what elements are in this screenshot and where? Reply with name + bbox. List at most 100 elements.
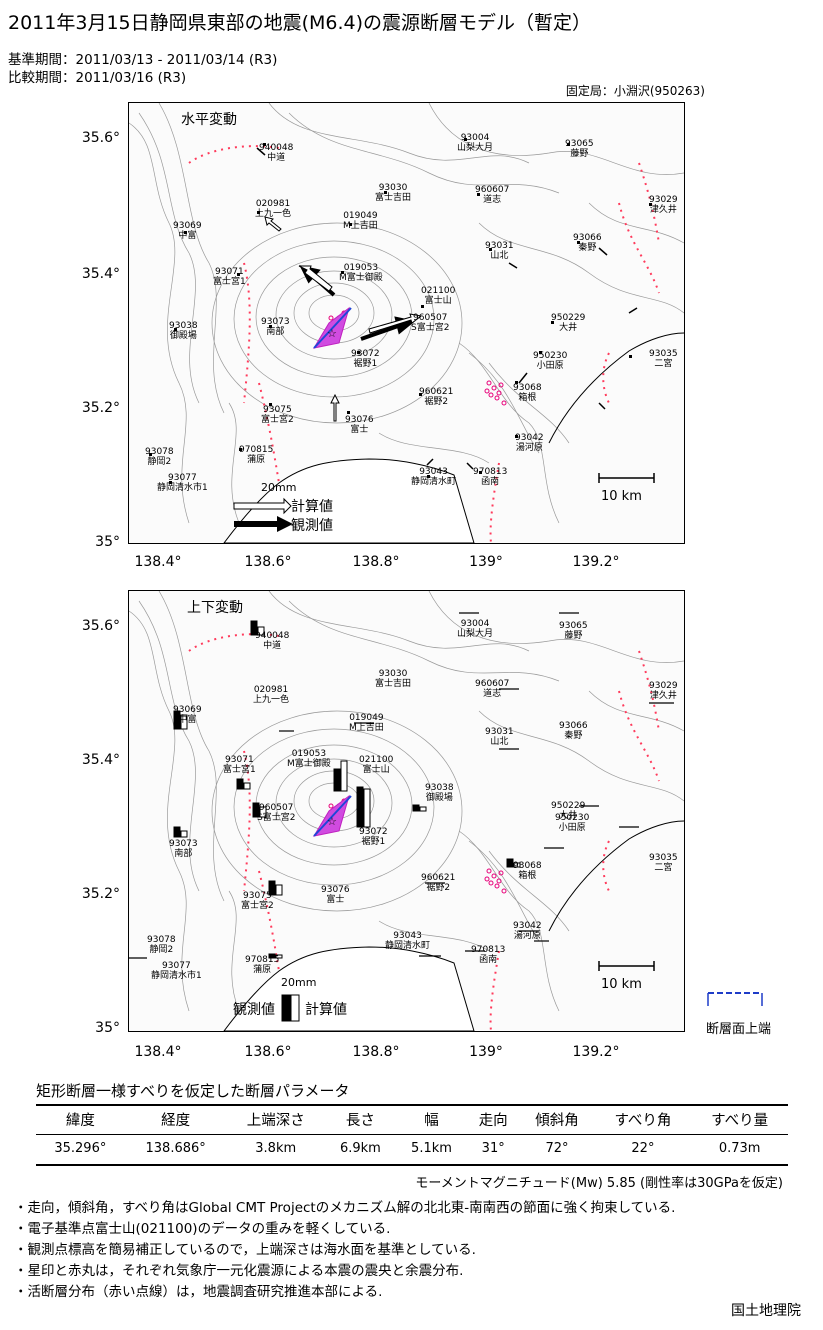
station-label: 93075 富士宮2 [241,891,274,911]
station-code: 93035 [649,349,678,359]
station-code: 020981 [255,199,291,209]
station-name: 湯河原 [515,443,543,453]
station-code: 021100 [359,755,394,765]
station-name: 湯河原 [513,931,541,941]
station-name: 函南 [481,477,500,487]
station-code: 93069 [173,221,202,231]
lat-label: 35° [95,1020,120,1036]
station-label: 93078 静岡2 [145,447,174,467]
station-code: 93065 [559,621,588,631]
station-name: 山北 [490,251,509,261]
fixed-station: 固定局：小淵沢(950263) [565,84,705,98]
station-code: 970813 [471,945,506,955]
station-name: 津久井 [649,691,677,701]
station-name: 南部 [266,327,285,337]
param-header: 長さ [324,1104,396,1135]
station-code: 93072 [351,349,380,359]
station-label: 93043 静岡清水町 [411,467,456,487]
lon-label: 139.2° [572,1044,620,1060]
lat-label: 35.6° [81,618,120,634]
station-name: 富士吉田 [375,193,412,203]
station-label: 93077 静岡清水市1 [157,473,208,493]
station-label: 93004 山梨大月 [457,619,493,639]
station-code: 93068 [513,383,542,393]
legend-calc-arrow [233,497,292,515]
lon-label: 138.6° [244,1044,292,1060]
lon-label: 138.8° [352,1044,400,1060]
station-code: 93076 [321,885,350,895]
station-code: 950230 [533,351,568,361]
terrain-contours [129,103,684,524]
station-name: S富士宮2 [411,323,450,333]
station-label: 93076 富士 [345,415,374,435]
note-item: ・星印と赤丸は，それぞれ気象庁一元化震源による本震の震央と余震分布. [14,1263,464,1279]
lat-label: 35.6° [81,130,120,146]
station-code: 970815 [239,445,274,455]
station-code: 93076 [345,415,374,425]
station-name: 箱根 [518,393,537,403]
station-name: 山梨大月 [457,629,494,639]
station-name: 富士山 [424,296,452,306]
vertical-legend-scale: 20mm [281,976,317,989]
param-header: すべり量 [691,1104,788,1135]
note-item: ・走向，傾斜角，すべり角はGlobal CMT Projectのメカニズム解の北… [14,1200,676,1216]
station-label: 950230 小田原 [555,813,589,833]
station-label: 93073 南部 [169,839,198,859]
station-label: 960507 S富士宮2 [411,313,449,333]
station-label: 93078 静岡2 [147,935,176,955]
station-code: 93071 [225,755,254,765]
vertical-map-canvas: ☆ [129,591,684,1031]
station-arrows [256,147,638,470]
param-value: 5.1km [395,1134,468,1166]
station-name: 秦野 [578,243,597,253]
station-name: 藤野 [570,149,589,159]
station-markers [149,138,652,484]
station-name: 富士 [350,425,369,435]
station-name: 函南 [479,955,498,965]
station-code: 940048 [255,631,290,641]
horizontal-legend-calc: 計算値 [291,499,333,515]
station-name: 藤野 [564,631,583,641]
station-code: 950229 [551,801,586,811]
param-value: 35.296° [36,1134,125,1166]
station-name: 富士宮2 [261,415,294,425]
station-label: 960507 S富士宮2 [257,803,295,823]
station-name: 静岡清水市1 [157,483,208,493]
station-label: 93035 二宮 [649,853,678,873]
param-header: 緯度 [36,1104,125,1135]
station-name: 上九一色 [253,695,290,705]
station-label: 019049 M上吉田 [349,713,384,733]
station-name: 蒲原 [247,455,266,465]
station-code: 93038 [425,783,454,793]
station-label: 93073 南部 [261,317,290,337]
station-code: 93071 [215,267,244,277]
station-label: 93068 箱根 [513,861,542,881]
lon-label: 138.4° [134,1044,182,1060]
station-code: 960507 [259,803,294,813]
station-label: 93072 裾野1 [351,349,380,369]
station-name: M上吉田 [349,723,384,733]
lat-label: 35.2° [81,400,120,416]
station-name: 小田原 [558,823,586,833]
computed-vectors [264,216,423,422]
lon-label: 139.2° [572,554,620,570]
station-label: 970815 蒲原 [239,445,273,465]
active-faults [188,145,660,543]
param-value: 3.8km [226,1134,325,1166]
station-label: 970813 函南 [473,467,507,487]
station-label: 93030 富士吉田 [375,669,411,689]
station-label: 970813 函南 [471,945,505,965]
station-label: 93069 中富 [173,705,202,725]
station-label: 940048 中道 [255,631,289,651]
station-name: 中富 [178,715,197,725]
station-name: 中富 [178,231,197,241]
station-code: 93073 [261,317,290,327]
param-header: 上端深さ [226,1104,325,1135]
horizontal-ticks [129,612,674,959]
epicenter-star-icon: ☆ [327,327,337,340]
param-header: 傾斜角 [519,1104,595,1135]
param-value: 31° [467,1134,520,1166]
station-name: 静岡清水町 [385,941,431,951]
station-label: 021100 富士山 [421,286,455,306]
epicenter-star-icon: ☆ [327,815,337,828]
